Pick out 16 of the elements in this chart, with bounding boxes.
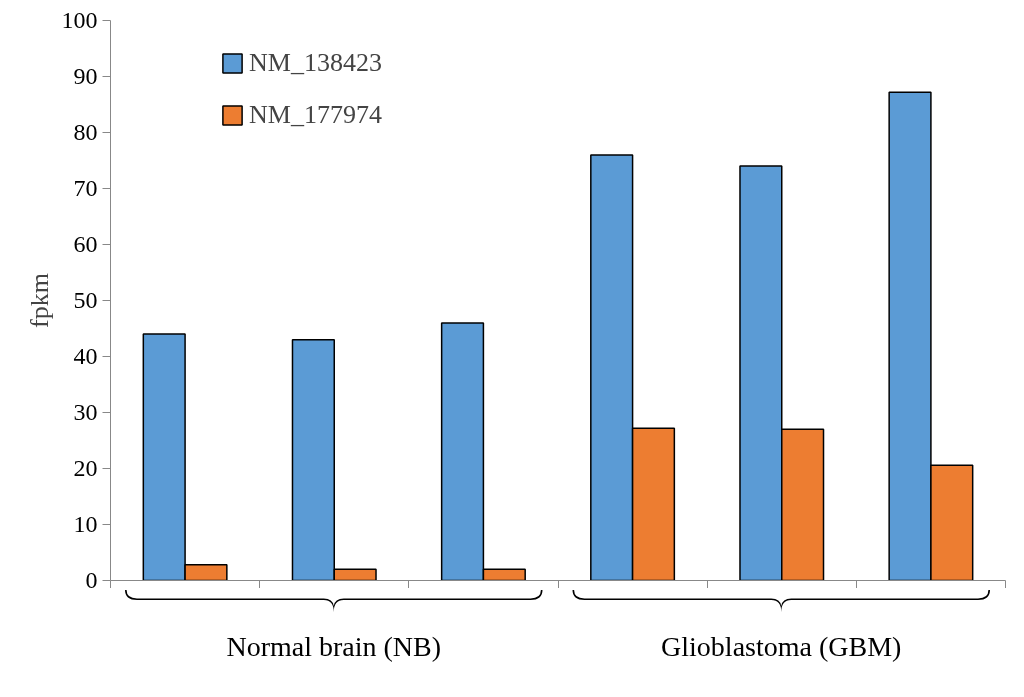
y-tick-label: 80: [73, 119, 98, 145]
legend-label: NM_138423: [249, 48, 382, 78]
text: Normal brain (NB): [226, 631, 442, 662]
y-tick-label: 100: [61, 7, 98, 33]
y-tick-label: 0: [85, 567, 98, 593]
y-tick-label: 10: [73, 511, 98, 537]
y-tick-label: 40: [73, 343, 98, 369]
y-tick-label: 50: [73, 287, 98, 313]
legend-label: NM_177974: [249, 100, 382, 130]
y-axis-title: fpkm: [24, 273, 54, 328]
y-tick-label: 70: [73, 175, 98, 201]
y-tick-label: 60: [73, 231, 98, 257]
y-tick-label: 90: [73, 63, 98, 89]
text: Glioblastoma (GBM): [661, 631, 902, 662]
y-tick-label: 20: [73, 455, 98, 481]
y-tick-label: 30: [73, 399, 98, 425]
